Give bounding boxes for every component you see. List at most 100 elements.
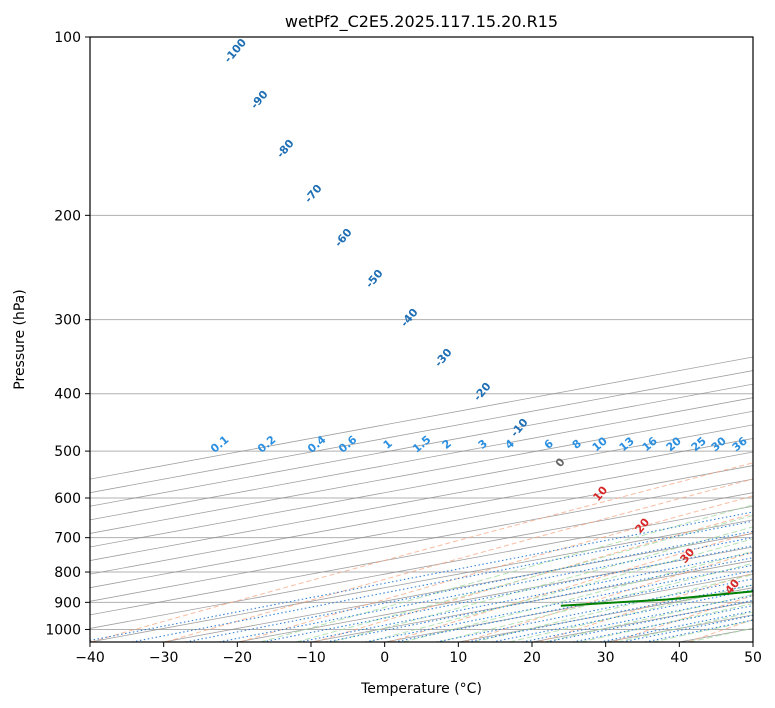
dry-adiabat-line — [90, 462, 753, 642]
x-tick-label: 0 — [380, 650, 389, 666]
plot-frame — [89, 36, 754, 643]
x-tick-label: −30 — [149, 650, 179, 666]
x-tick-label: 30 — [597, 650, 615, 666]
x-tick-label: 50 — [744, 650, 762, 666]
isotherm-line — [90, 478, 753, 602]
isotherm-label: -20 — [471, 380, 494, 404]
y-tick-label: 500 — [54, 444, 81, 460]
moist-adiabat-line — [580, 602, 753, 642]
isotherm-line — [90, 492, 753, 616]
isotherm-line — [163, 533, 753, 642]
isotherm-line — [384, 573, 753, 642]
isotherm-line — [752, 641, 753, 642]
isotherm-line — [90, 465, 753, 589]
y-tick-label: 200 — [54, 208, 81, 224]
isotherm-line — [90, 397, 753, 521]
y-tick-label: 100 — [54, 30, 81, 46]
mixing-ratio-label: 0.2 — [255, 433, 278, 455]
mixing-ratio-label: 2 — [440, 437, 454, 452]
background-lines — [90, 37, 775, 642]
isotherm-label: -70 — [302, 182, 325, 206]
mixing-ratio-label: 1.5 — [410, 433, 433, 455]
dry-adiabat-line — [314, 513, 753, 642]
isotherm-label: -60 — [332, 226, 355, 250]
mixing-ratio-line — [325, 557, 753, 642]
isotherm-label: -80 — [274, 137, 297, 161]
moist-adiabat-line — [296, 514, 753, 642]
dry-adiabat-line — [613, 594, 753, 642]
profile-lines — [560, 590, 753, 607]
mixing-ratio-label: 0.6 — [336, 433, 360, 456]
isotherm-line — [90, 370, 753, 494]
isotherm-line — [90, 519, 753, 642]
moist-adiabat-line — [331, 526, 753, 642]
isotherm-line — [90, 438, 753, 561]
isotherm-line — [90, 356, 753, 480]
dewpoint-profile-line — [560, 590, 753, 607]
isotherm-line — [531, 600, 753, 642]
mixing-ratio-line — [394, 570, 753, 642]
y-tick-label: 700 — [54, 531, 81, 547]
isotherm-label: -50 — [363, 267, 386, 291]
line-labels: 0.1 0.2 0.4 0.6 1 1.5 2 3 4 6 8 10 13 16 20 25 30 36-100-… — [208, 36, 750, 597]
mixing-ratio-label: 3 — [476, 437, 490, 452]
x-tick-label: 20 — [523, 650, 541, 666]
mixing-ratio-line — [218, 536, 753, 642]
mixing-ratio-line — [262, 545, 753, 642]
mixing-ratio-label: 8 — [570, 437, 584, 452]
moist-adiabat-line — [652, 619, 753, 642]
x-tick-label: −20 — [223, 650, 253, 666]
mixing-ratio-line — [365, 564, 753, 642]
axis-ticks: −40 −30 −20 −10 0 10 20 30 40 5010020030040050060… — [45, 30, 762, 666]
x-tick-label: 40 — [670, 650, 688, 666]
mixing-ratio-line — [546, 599, 753, 642]
x-tick-label: 10 — [449, 650, 467, 666]
isotherm-label: -10 — [508, 416, 531, 440]
x-tick-label: −10 — [296, 650, 326, 666]
y-tick-label: 900 — [54, 595, 81, 611]
dry-adiabat-line — [763, 37, 775, 642]
dry-adiabat-line — [239, 495, 753, 642]
isotherm-line — [90, 424, 753, 548]
y-axis-label: Pressure (hPa) — [12, 289, 28, 389]
moist-adiabat-line — [367, 538, 753, 642]
mixing-ratio-label: 4 — [503, 437, 517, 452]
isotherm-line — [310, 560, 753, 642]
mixing-ratio-line — [522, 595, 753, 642]
y-tick-label: 600 — [54, 491, 81, 507]
isotherm-line — [90, 383, 753, 507]
isotherm-line — [237, 546, 753, 642]
isotherm-line — [90, 505, 753, 629]
mixing-ratio-label: 1 — [381, 437, 395, 452]
isotherm-label: 10 — [590, 483, 610, 503]
chart-title: wetPf2_C2E5.2025.117.15.20.R15 — [285, 12, 558, 32]
x-tick-label: −40 — [75, 650, 105, 666]
mixing-ratio-line — [436, 578, 753, 642]
isotherm-line — [90, 410, 753, 534]
moist-adiabat-line — [260, 504, 753, 642]
mixing-ratio-line — [467, 584, 753, 642]
moist-adiabat-line — [509, 584, 753, 642]
y-tick-label: 400 — [54, 387, 81, 403]
moist-adiabat-line — [616, 611, 753, 642]
isotherm-label: -100 — [221, 36, 249, 66]
y-tick-label: 800 — [54, 565, 81, 581]
isotherm-label: -40 — [398, 306, 421, 330]
isotherm-line — [90, 451, 753, 575]
moist-adiabat-line — [402, 550, 753, 642]
y-tick-label: 1000 — [45, 622, 81, 638]
x-axis-label: Temperature (°C) — [360, 681, 482, 697]
mixing-ratio-line — [131, 520, 753, 642]
moist-adiabat-line — [544, 593, 753, 642]
isotherm-label: 0 — [553, 455, 568, 469]
isotherm-label: -30 — [432, 346, 455, 370]
mixing-ratio-line — [299, 552, 753, 642]
y-tick-label: 300 — [54, 313, 81, 329]
mixing-ratio-label: 0.1 — [208, 433, 231, 455]
moist-adiabat-line — [438, 562, 753, 642]
isotherm-label: 20 — [632, 515, 652, 535]
dry-adiabat-line — [165, 478, 753, 642]
isotherm-label: -90 — [248, 88, 271, 112]
